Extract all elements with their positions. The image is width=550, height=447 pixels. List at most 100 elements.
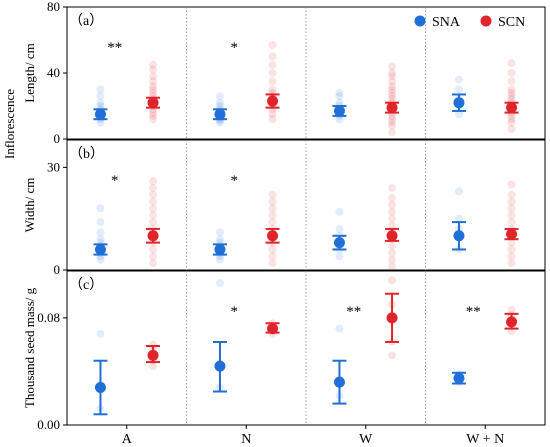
raw-point-scn [149, 259, 158, 268]
raw-point-scn [149, 115, 158, 124]
raw-point-sna [335, 92, 344, 101]
raw-point-scn [268, 77, 277, 86]
raw-point-scn [507, 77, 516, 86]
y-tick-label: 80 [47, 0, 60, 14]
raw-point-sna [96, 235, 105, 244]
raw-point-scn [507, 190, 516, 199]
raw-point-sna [96, 85, 105, 94]
raw-point-sna [335, 324, 344, 333]
raw-point-scn [268, 69, 277, 77]
raw-point-sna [215, 98, 224, 107]
raw-point-scn [149, 252, 158, 261]
raw-point-sna [215, 279, 224, 288]
raw-point-scn [507, 111, 516, 120]
raw-point-scn [507, 180, 516, 189]
raw-point-sna [215, 118, 224, 127]
significance-mark: * [231, 304, 239, 320]
raw-point-scn [507, 259, 516, 268]
panel-2: 0 30 Width/ cm （b） * * [22, 139, 546, 277]
raw-point-scn [388, 95, 397, 104]
raw-point-scn [507, 238, 516, 247]
raw-point-sna [335, 88, 344, 97]
raw-point-scn [149, 72, 158, 81]
x-tick-label: W + N [466, 432, 504, 447]
legend: SNA SCN [414, 15, 525, 30]
raw-point-scn [149, 77, 158, 86]
mean-point-scn [386, 230, 398, 242]
raw-point-sna [335, 252, 344, 261]
raw-point-scn [507, 252, 516, 261]
raw-point-scn [388, 183, 397, 192]
raw-point-scn [388, 221, 397, 230]
mean-point-scn [506, 228, 518, 240]
raw-point-scn [268, 60, 277, 69]
mean-point-sna [333, 105, 345, 117]
raw-point-scn [388, 118, 397, 127]
raw-point-scn [149, 183, 158, 192]
mean-point-scn [267, 230, 279, 242]
raw-point-sna [335, 115, 344, 124]
mean-point-sna [333, 237, 345, 249]
raw-point-scn [149, 60, 158, 69]
raw-point-scn [388, 194, 397, 203]
panel-label: （b） [69, 146, 104, 162]
raw-point-scn [507, 245, 516, 254]
raw-point-sna [96, 255, 105, 264]
raw-point-sna [335, 224, 344, 233]
raw-point-scn [507, 85, 516, 94]
raw-point-scn [507, 125, 516, 134]
raw-point-sna [454, 75, 463, 84]
raw-point-sna [96, 92, 105, 101]
raw-point-sna [215, 255, 224, 264]
y-axis-label: Length/ cm [22, 43, 37, 103]
raw-point-scn [149, 197, 158, 206]
raw-point-sna [454, 187, 463, 196]
mean-point-sna [94, 382, 106, 394]
y-tick-label: 0 [54, 262, 61, 277]
raw-point-scn [507, 92, 516, 101]
legend-label-scn: SCN [498, 15, 525, 30]
raw-point-scn [149, 85, 158, 94]
raw-point-scn [507, 204, 516, 213]
raw-point-scn [388, 77, 397, 86]
mean-point-scn [386, 102, 398, 114]
mean-point-sna [453, 372, 465, 384]
mean-point-scn [506, 316, 518, 328]
raw-point-sna [335, 207, 344, 216]
raw-point-sna [96, 98, 105, 107]
panel-label: （a） [69, 13, 103, 29]
raw-point-scn [388, 242, 397, 251]
raw-point-scn [507, 118, 516, 127]
mean-point-sna [214, 108, 226, 120]
raw-point-scn [268, 245, 277, 254]
raw-point-scn [507, 211, 516, 220]
raw-point-sna [215, 102, 224, 110]
raw-point-sna [454, 214, 463, 223]
raw-point-scn [507, 59, 516, 68]
mean-point-sna [214, 360, 226, 372]
raw-point-scn [268, 197, 277, 206]
raw-point-scn [149, 362, 158, 371]
significance-mark: * [111, 173, 119, 189]
raw-point-sna [96, 102, 105, 110]
raw-point-scn [388, 92, 397, 101]
raw-point-scn [507, 69, 516, 77]
mean-point-sna [453, 97, 465, 109]
x-tick-label: A [122, 432, 133, 447]
raw-point-scn [388, 262, 397, 271]
raw-point-scn [388, 128, 397, 137]
mean-point-sna [94, 243, 106, 255]
mean-point-sna [333, 376, 345, 388]
mean-point-scn [386, 312, 398, 324]
raw-point-scn [388, 115, 397, 124]
raw-point-sna [96, 329, 105, 338]
raw-point-sna [454, 110, 463, 119]
raw-point-sna [335, 98, 344, 107]
raw-point-scn [149, 177, 158, 186]
raw-point-scn [268, 115, 277, 124]
raw-point-scn [149, 245, 158, 254]
raw-point-scn [268, 40, 277, 49]
raw-point-scn [268, 85, 277, 94]
raw-point-scn [149, 108, 158, 117]
